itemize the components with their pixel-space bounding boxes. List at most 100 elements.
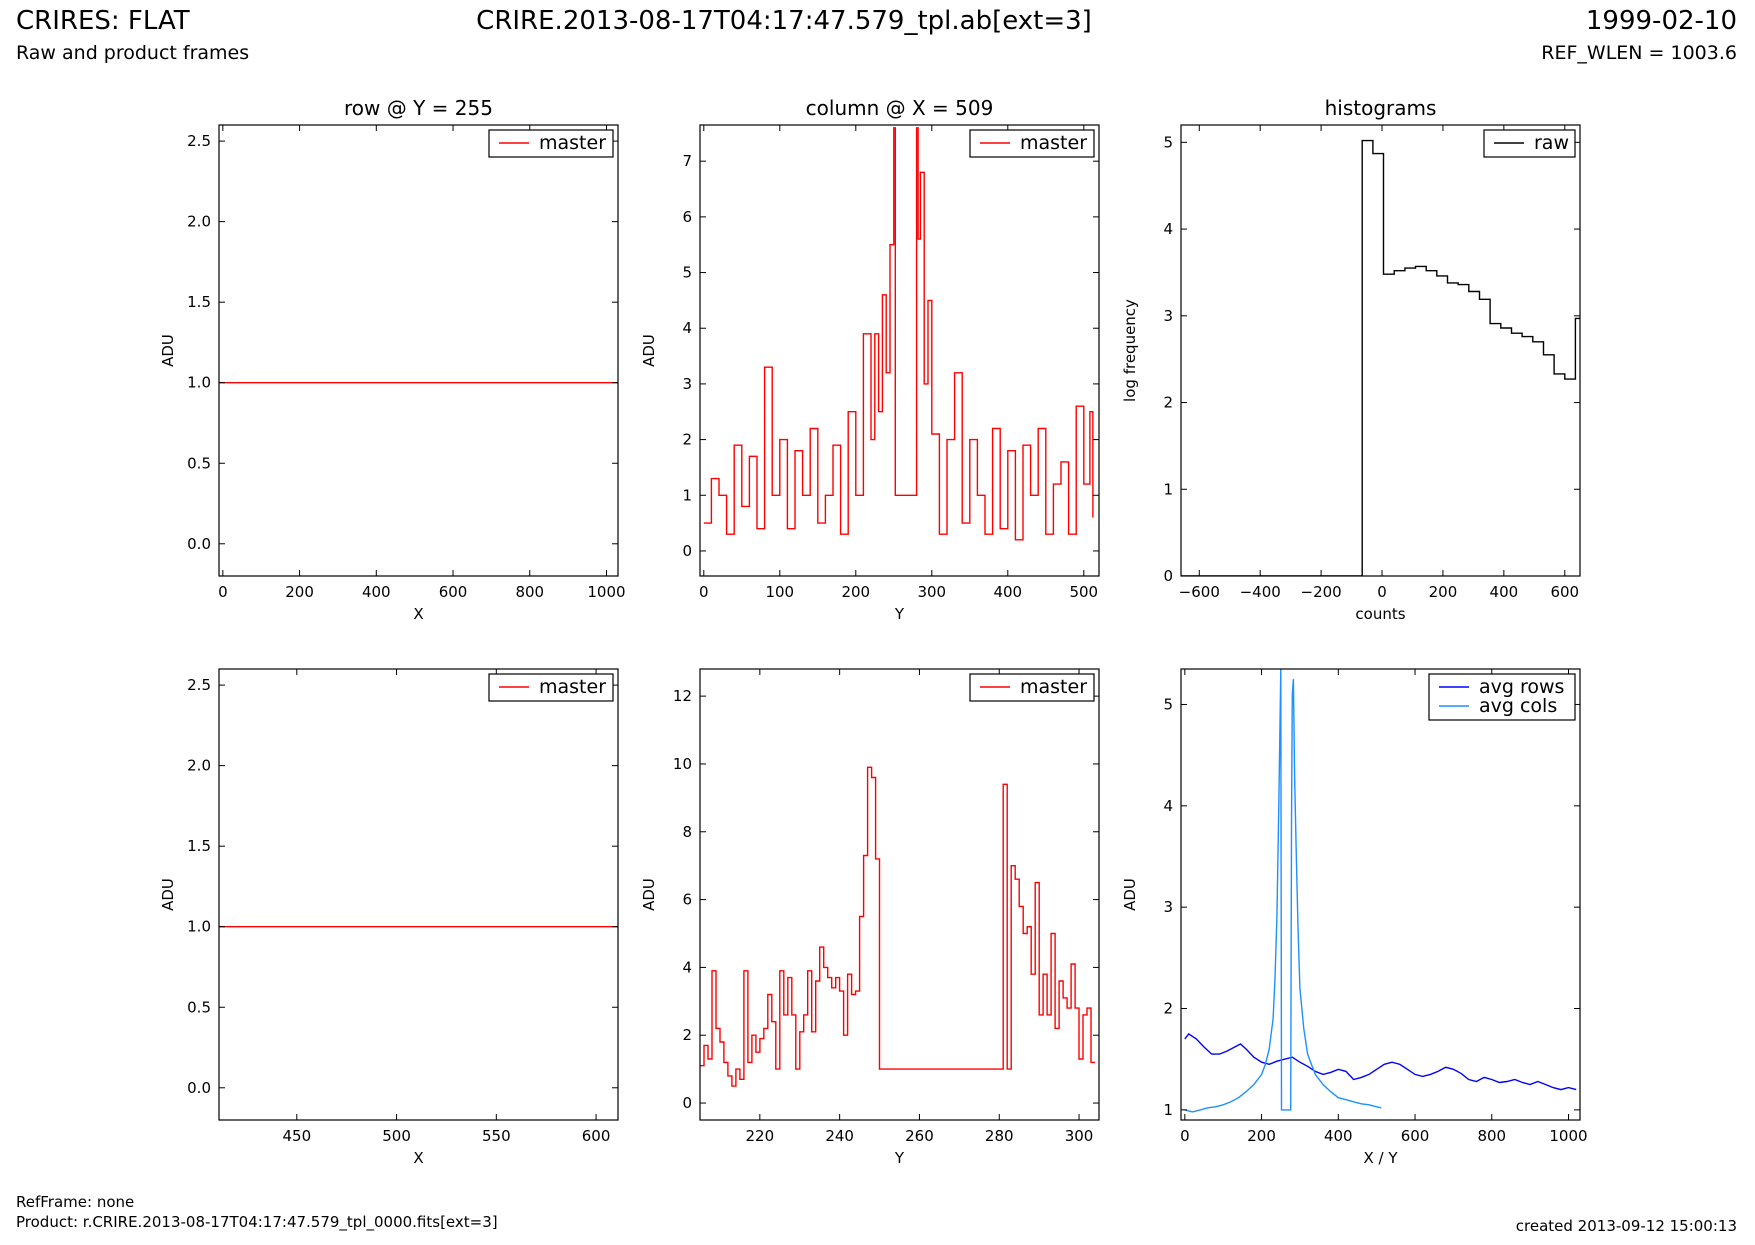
y-axis-label: ADU xyxy=(159,878,177,911)
legend-label: raw xyxy=(1534,132,1569,154)
chart-4: 450 500 550 600 0.0 0.5 1.0 1.5 2.0 2.5 X ADU master xyxy=(159,668,619,1167)
x-axis-label: X / Y xyxy=(1363,1149,1398,1167)
legend: master xyxy=(488,673,614,702)
refframe-note: RefFrame: none xyxy=(16,1193,135,1211)
y-tick-label: 0.5 xyxy=(187,998,211,1016)
y-tick-label: 2 xyxy=(682,1026,692,1044)
legend: master xyxy=(969,129,1095,158)
chart-5: 220 240 260 280 300 0 2 4 6 8 10 12 Y ADU master xyxy=(640,668,1100,1167)
series-line xyxy=(700,766,1095,1087)
x-tick-label: 240 xyxy=(825,1127,854,1145)
x-axis-label: Y xyxy=(894,1149,905,1167)
x-tick-label: 200 xyxy=(1429,583,1458,601)
x-tick-label: 300 xyxy=(917,583,946,601)
x-tick-label: 0 xyxy=(699,583,709,601)
legend-label: master xyxy=(539,676,606,698)
ref-wlen: REF_WLEN = 1003.6 xyxy=(1541,42,1737,64)
x-axis-label: counts xyxy=(1355,605,1405,623)
x-tick-label: 260 xyxy=(905,1127,934,1145)
observation-date: 1999-02-10 xyxy=(1585,6,1737,36)
x-tick-label: 400 xyxy=(1324,1127,1353,1145)
series-line xyxy=(1184,1032,1577,1091)
x-tick-label: 800 xyxy=(515,583,544,601)
y-tick-label: 0 xyxy=(1163,567,1173,585)
x-tick-label: 500 xyxy=(382,1127,411,1145)
x-tick-label: 600 xyxy=(1550,583,1579,601)
y-tick-label: 6 xyxy=(682,208,692,226)
y-tick-label: 4 xyxy=(682,319,692,337)
chart-1: 0 200 400 600 800 1000 0.0 0.5 1.0 1.5 2.0 2.5 row @… xyxy=(159,96,626,623)
x-tick-label: 220 xyxy=(746,1127,775,1145)
x-tick-label: 800 xyxy=(1477,1127,1506,1145)
y-tick-label: 2 xyxy=(1163,394,1173,412)
y-tick-label: 2.5 xyxy=(187,132,211,150)
y-tick-label: 1.0 xyxy=(187,374,211,392)
y-tick-label: 4 xyxy=(1163,797,1173,815)
y-tick-label: 3 xyxy=(682,375,692,393)
x-tick-label: 500 xyxy=(1069,583,1098,601)
plot-frame xyxy=(218,124,619,577)
y-tick-label: 5 xyxy=(682,264,692,282)
x-tick-label: 400 xyxy=(362,583,391,601)
legend-label: master xyxy=(1020,676,1087,698)
y-tick-label: 1 xyxy=(1163,480,1173,498)
x-tick-label: 600 xyxy=(1401,1127,1430,1145)
y-tick-label: 4 xyxy=(682,958,692,976)
y-tick-label: 0 xyxy=(682,1094,692,1112)
x-tick-label: 100 xyxy=(765,583,794,601)
y-axis-label: ADU xyxy=(1121,878,1139,911)
x-tick-label: 450 xyxy=(282,1127,311,1145)
series-line xyxy=(1184,669,1382,1113)
plot-frame xyxy=(1180,124,1581,577)
figure-subtitle: Raw and product frames xyxy=(16,42,250,64)
chart-2: 0 100 200 300 400 500 0 1 2 3 4 5 6 7 column @ X = 509… xyxy=(640,96,1100,623)
y-tick-label: 10 xyxy=(673,755,692,773)
series-line xyxy=(703,127,1094,541)
x-tick-label: 600 xyxy=(582,1127,611,1145)
y-tick-label: 7 xyxy=(682,152,692,170)
y-tick-label: 4 xyxy=(1163,220,1173,238)
y-tick-label: 0.5 xyxy=(187,454,211,472)
y-tick-label: 3 xyxy=(1163,307,1173,325)
x-tick-label: 400 xyxy=(1490,583,1519,601)
x-tick-label: 200 xyxy=(1247,1127,1276,1145)
legend-label: avg cols xyxy=(1479,695,1557,717)
y-tick-label: 3 xyxy=(1163,898,1173,916)
x-tick-label: 550 xyxy=(482,1127,511,1145)
legend: master xyxy=(488,129,614,158)
plot-frame xyxy=(218,668,619,1121)
x-tick-label: 0 xyxy=(218,583,228,601)
legend-label: avg rows xyxy=(1479,676,1564,698)
chart-6: 0 200 400 600 800 1000 1 2 3 4 5 X / Y ADU avg rowsav… xyxy=(1121,668,1588,1167)
series-line xyxy=(1181,139,1580,576)
legend-label: master xyxy=(539,132,606,154)
legend: master xyxy=(969,673,1095,702)
chart-3: −600 −400 −200 0 200 400 600 0 1 2 3 4 5 histograms co… xyxy=(1121,96,1581,623)
x-tick-label: −200 xyxy=(1301,583,1342,601)
x-tick-label: 0 xyxy=(1180,1127,1190,1145)
x-tick-label: 300 xyxy=(1065,1127,1094,1145)
figure-title: CRIRES: FLAT xyxy=(16,6,190,36)
y-tick-label: 2 xyxy=(1163,1000,1173,1018)
file-name: CRIRE.2013-08-17T04:17:47.579_tpl.ab[ext… xyxy=(476,6,1092,36)
y-axis-label: log frequency xyxy=(1121,299,1139,402)
y-tick-label: 5 xyxy=(1163,695,1173,713)
y-tick-label: 1.5 xyxy=(187,837,211,855)
y-axis-label: ADU xyxy=(640,334,658,367)
x-tick-label: 0 xyxy=(1377,583,1387,601)
x-axis-label: X xyxy=(413,1149,423,1167)
created-note: created 2013-09-12 15:00:13 xyxy=(1515,1217,1737,1235)
y-axis-label: ADU xyxy=(640,878,658,911)
y-tick-label: 0.0 xyxy=(187,1079,211,1097)
chart-title: column @ X = 509 xyxy=(806,96,994,120)
y-axis-label: ADU xyxy=(159,334,177,367)
y-tick-label: 12 xyxy=(673,687,692,705)
legend-label: master xyxy=(1020,132,1087,154)
plot-frame xyxy=(699,124,1100,577)
y-tick-label: 0.0 xyxy=(187,535,211,553)
y-tick-label: 1 xyxy=(682,486,692,504)
x-tick-label: 600 xyxy=(439,583,468,601)
y-tick-label: 2.5 xyxy=(187,676,211,694)
x-tick-label: 200 xyxy=(285,583,314,601)
